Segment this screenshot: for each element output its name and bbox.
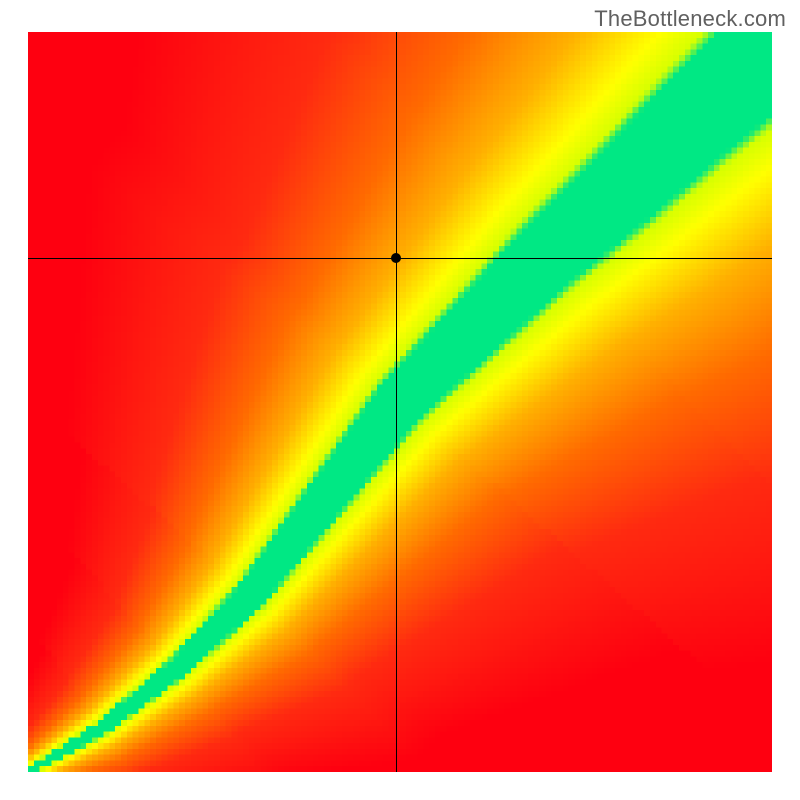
figure-root: TheBottleneck.com xyxy=(0,0,800,800)
heatmap-canvas xyxy=(28,32,772,772)
crosshair-vertical xyxy=(396,32,397,772)
plot-area xyxy=(28,32,772,772)
watermark-text: TheBottleneck.com xyxy=(594,6,786,32)
crosshair-dot xyxy=(391,253,401,263)
